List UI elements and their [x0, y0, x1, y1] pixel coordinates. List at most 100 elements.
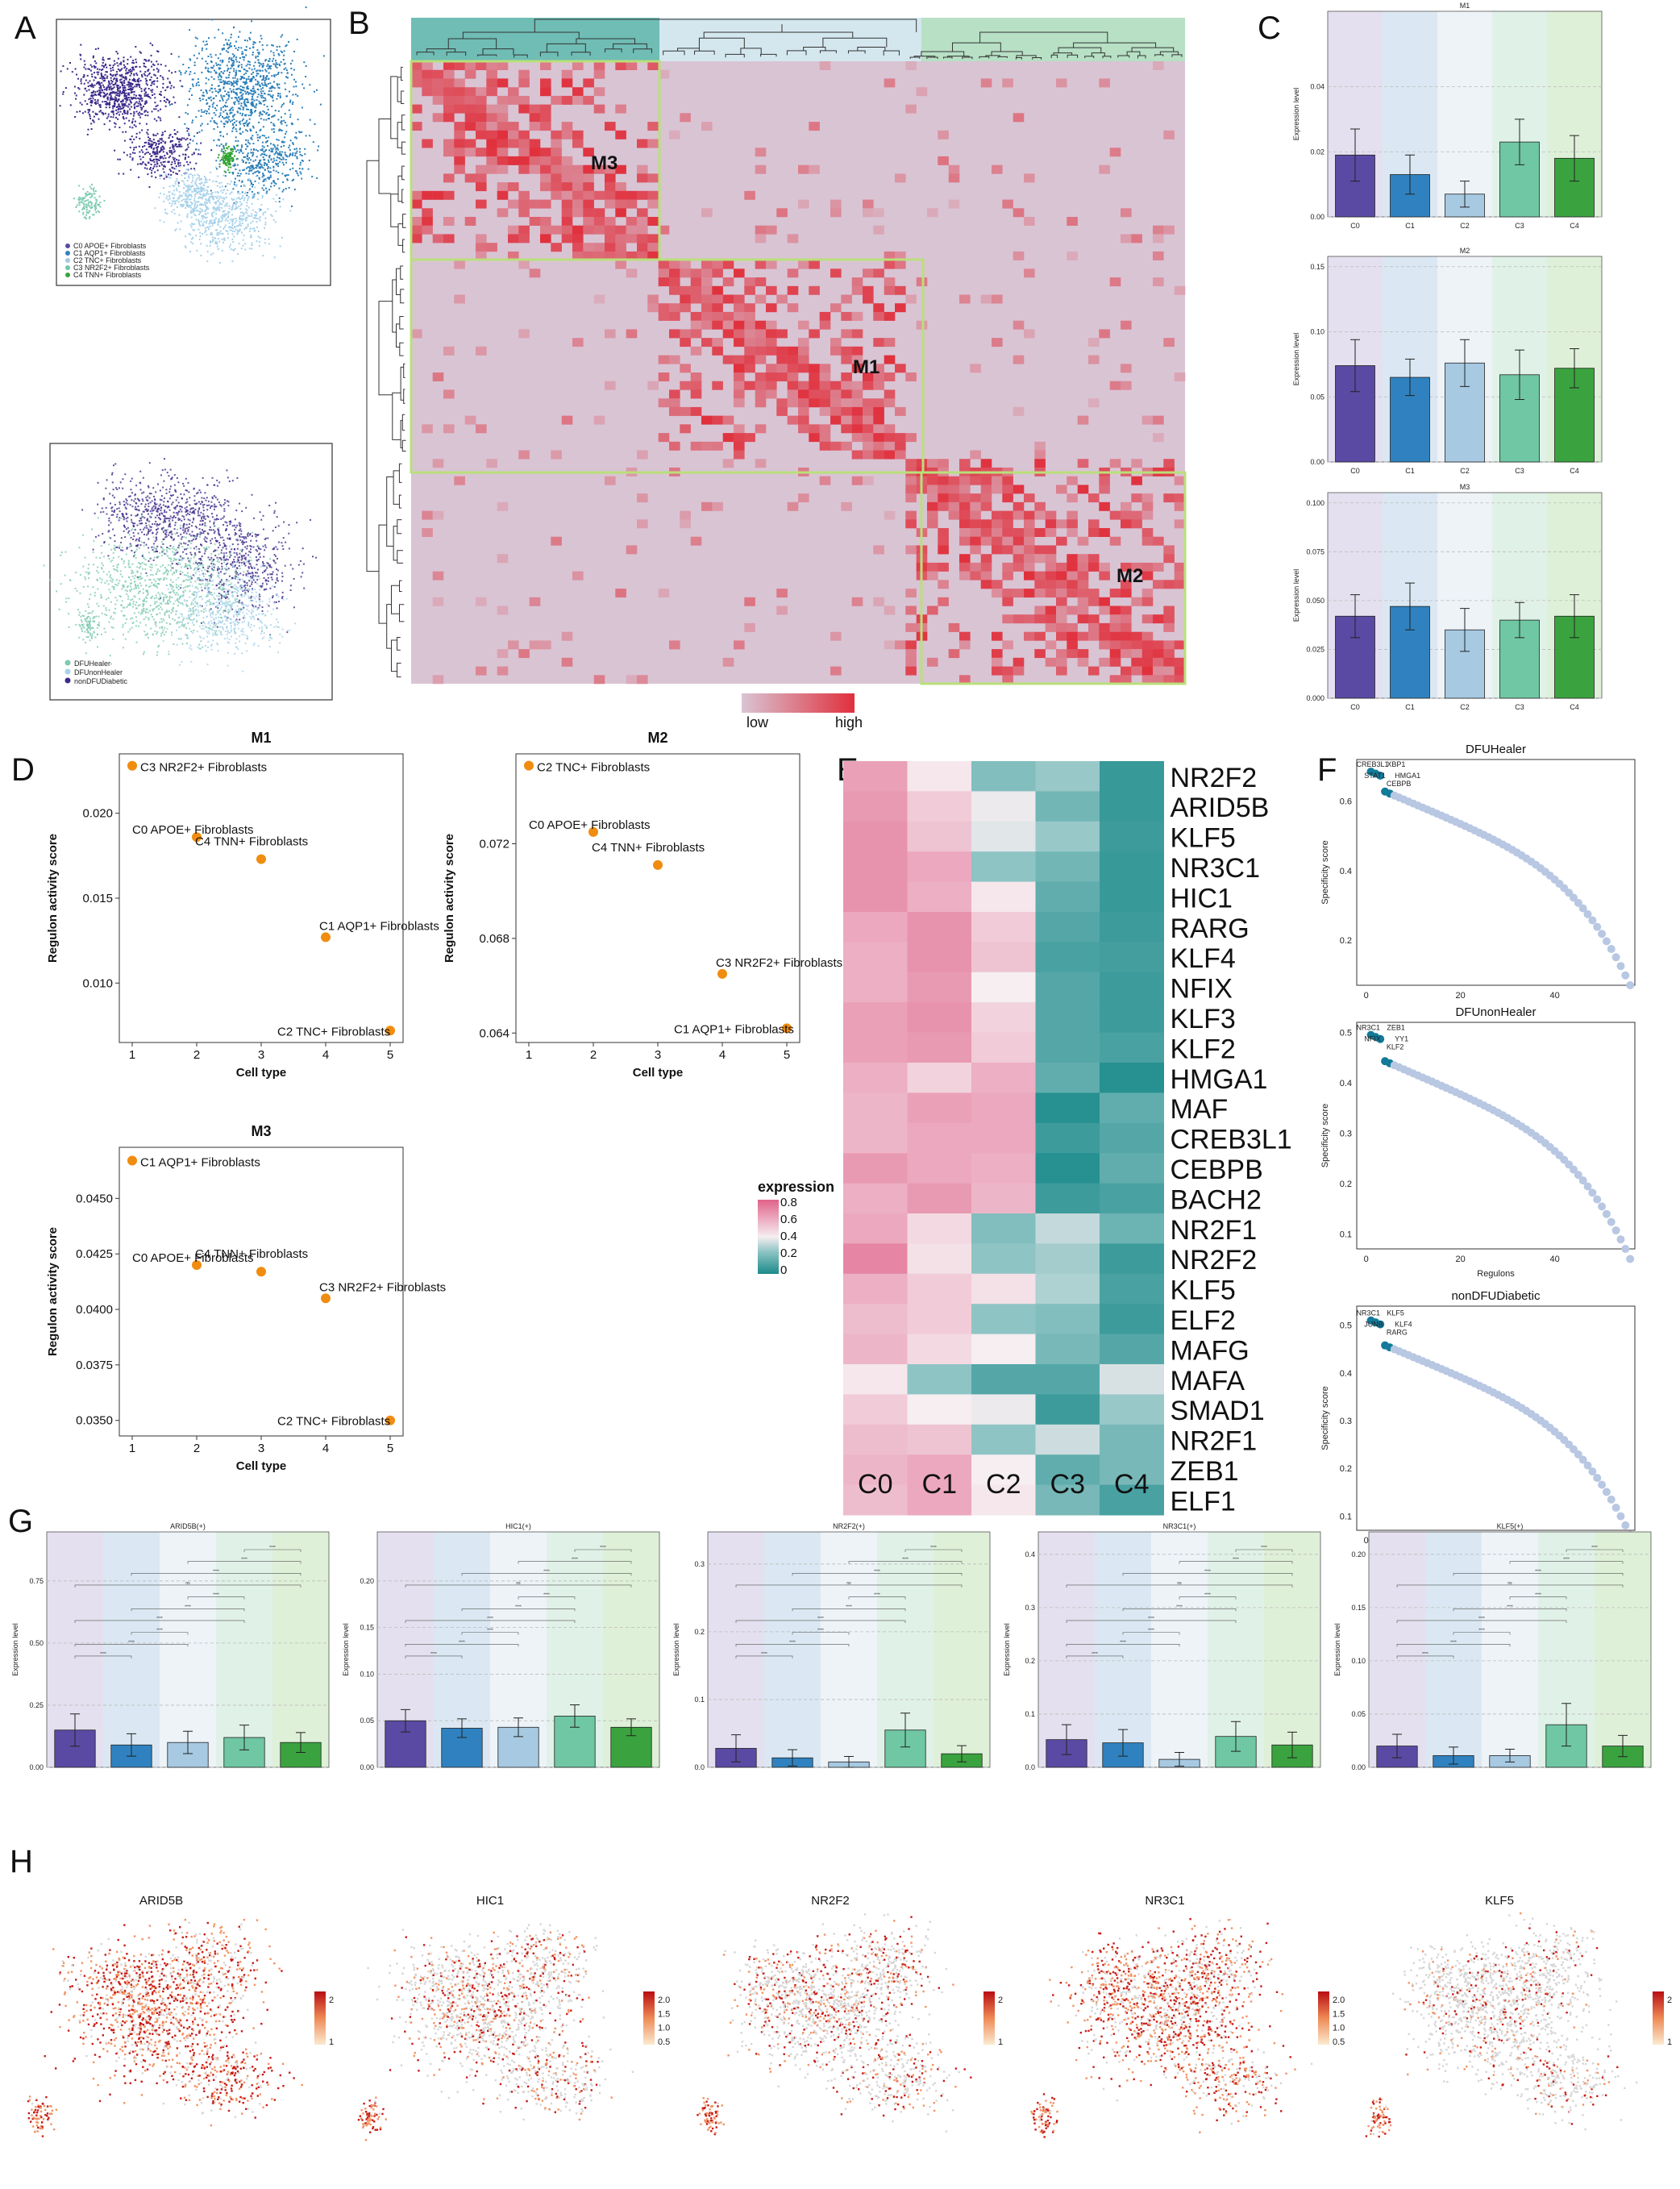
umap-point	[311, 176, 313, 177]
umap-point	[247, 70, 248, 72]
umap-point	[151, 173, 152, 174]
umap-point	[149, 610, 151, 612]
umap-point	[182, 64, 184, 65]
umap-point	[233, 89, 235, 90]
umap-point	[152, 94, 153, 96]
umap-point	[189, 29, 190, 31]
umap-point	[142, 76, 143, 77]
umap-point	[127, 63, 128, 65]
umap-point	[174, 102, 176, 103]
umap-point	[64, 575, 66, 576]
umap-point	[94, 85, 96, 86]
umap-point	[190, 168, 192, 169]
umap-point	[126, 513, 127, 514]
umap-point	[220, 135, 222, 136]
umap-point	[272, 595, 274, 597]
umap-point	[176, 571, 177, 572]
umap-point	[245, 115, 247, 117]
umap-point	[143, 106, 144, 107]
umap-point	[172, 201, 173, 202]
umap-point	[227, 162, 229, 164]
umap-point	[240, 531, 242, 532]
umap-point	[252, 154, 254, 156]
umap-point	[110, 522, 112, 523]
umap-point	[262, 606, 264, 608]
umap-point	[200, 512, 202, 514]
umap-point	[230, 229, 231, 231]
umap-point	[128, 94, 130, 96]
panel-a: C0 APOE+ FibroblastsC1 AQP1+ Fibroblasts…	[44, 6, 333, 700]
umap-point	[163, 531, 164, 533]
umap-point	[82, 112, 84, 114]
umap-point	[270, 88, 272, 89]
umap-point	[225, 220, 227, 222]
umap-point	[241, 232, 243, 234]
umap-point	[178, 562, 180, 564]
umap-point	[215, 241, 217, 243]
umap-point	[236, 477, 238, 479]
umap-point	[195, 37, 197, 39]
umap-point	[285, 565, 286, 567]
umap-point	[227, 233, 229, 235]
umap-point	[234, 231, 235, 232]
umap-point	[245, 587, 247, 589]
umap-point	[158, 69, 160, 71]
umap-point	[271, 158, 272, 160]
umap-point	[164, 533, 166, 535]
umap-point	[129, 127, 131, 128]
umap-point	[250, 235, 252, 236]
umap-point	[128, 496, 130, 497]
umap-point	[252, 581, 253, 583]
umap-point	[177, 206, 178, 208]
umap-point	[85, 80, 87, 81]
umap-point	[283, 537, 285, 539]
umap-point	[281, 104, 283, 106]
umap-point	[223, 157, 225, 159]
umap-point	[168, 557, 170, 559]
umap-point	[189, 562, 191, 564]
umap-point	[91, 66, 93, 68]
umap-point	[110, 68, 111, 69]
umap-point	[221, 559, 222, 560]
umap-point	[227, 217, 229, 218]
umap-point	[242, 76, 243, 77]
umap-point	[194, 206, 196, 207]
umap-point	[174, 485, 176, 486]
umap-point	[112, 472, 114, 474]
umap-point	[164, 518, 165, 519]
umap-point	[250, 159, 252, 160]
umap-point	[274, 147, 276, 148]
umap-point	[178, 56, 180, 57]
umap-point	[210, 194, 212, 195]
umap-point	[241, 551, 243, 552]
umap-point	[175, 144, 177, 145]
umap-point	[237, 539, 239, 541]
umap-point	[281, 572, 283, 574]
umap-point	[219, 226, 221, 227]
umap-point	[166, 547, 168, 548]
umap-point	[222, 157, 223, 159]
umap-point	[248, 551, 250, 552]
umap-point	[123, 525, 125, 526]
umap-point	[285, 152, 286, 153]
umap-point	[303, 61, 305, 63]
umap-point	[284, 50, 285, 52]
umap-point	[245, 507, 247, 509]
umap-point	[107, 58, 109, 60]
umap-point	[263, 126, 264, 127]
umap-point	[177, 198, 179, 199]
umap-point	[172, 185, 173, 186]
umap-point	[181, 506, 182, 507]
umap-point	[247, 40, 248, 41]
umap-point	[278, 64, 280, 65]
umap-point	[210, 526, 211, 528]
umap-point	[210, 97, 212, 98]
umap-point	[147, 111, 148, 113]
umap-point	[285, 154, 286, 156]
umap-point	[160, 177, 161, 179]
umap-point	[164, 511, 165, 513]
umap-point	[227, 189, 228, 191]
umap-point	[222, 200, 223, 202]
umap-point	[214, 532, 215, 534]
umap-point	[184, 549, 185, 551]
